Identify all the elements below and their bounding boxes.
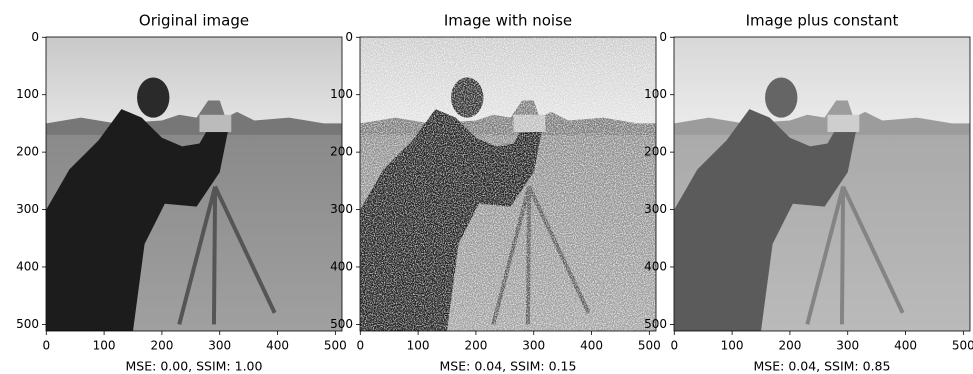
x-tick-label: 0 <box>42 339 50 353</box>
image <box>674 37 970 331</box>
x-tick-label: 100 <box>93 339 116 353</box>
x-tick-label: 300 <box>208 339 231 353</box>
figure: Original image MSE: 0.00, SSIM: 1.00 0 100 2… <box>0 0 973 374</box>
x-tick-label: 400 <box>266 339 289 353</box>
title: Original image <box>139 12 249 30</box>
y-tick-label: 500 <box>644 317 667 331</box>
x-axis-label: MSE: 0.04, SSIM: 0.15 <box>440 359 577 374</box>
x-tick-label: 300 <box>522 339 545 353</box>
y-tick-label: 100 <box>16 87 39 101</box>
y-tick-label: 200 <box>644 145 667 159</box>
y-tick-label: 0 <box>345 30 353 44</box>
y-tick-label: 400 <box>16 259 39 273</box>
x-tick-label: 400 <box>580 339 603 353</box>
y-tick-label: 100 <box>644 87 667 101</box>
x-axis-label: MSE: 0.00, SSIM: 1.00 <box>126 359 263 374</box>
image <box>360 37 656 331</box>
y-tick-label: 400 <box>644 259 667 273</box>
x-tick-label: 0 <box>670 339 678 353</box>
x-tick-label: 200 <box>778 339 801 353</box>
x-tick-label: 200 <box>464 339 487 353</box>
y-tick-label: 300 <box>16 202 39 216</box>
y-tick-label: 200 <box>330 145 353 159</box>
title: Image plus constant <box>746 12 899 30</box>
x-tick-label: 0 <box>356 339 364 353</box>
y-tick-label: 300 <box>644 202 667 216</box>
tripod-leg <box>214 187 215 325</box>
y-tick-label: 500 <box>16 317 39 331</box>
x-axis-label: MSE: 0.04, SSIM: 0.85 <box>754 359 891 374</box>
noise <box>360 37 656 331</box>
y-tick-label: 300 <box>330 202 353 216</box>
x-tick-label: 400 <box>894 339 917 353</box>
head <box>137 77 169 117</box>
y-tick-label: 400 <box>330 259 353 273</box>
brighten <box>674 37 970 331</box>
y-tick-label: 0 <box>31 30 39 44</box>
camera <box>199 115 231 132</box>
image <box>46 37 342 331</box>
x-tick-label: 500 <box>638 339 661 353</box>
x-tick-label: 500 <box>324 339 347 353</box>
x-tick-label: 200 <box>150 339 173 353</box>
title: Image with noise <box>444 12 572 30</box>
x-tick-label: 100 <box>721 339 744 353</box>
x-tick-label: 300 <box>836 339 859 353</box>
x-tick-label: 100 <box>407 339 430 353</box>
x-tick-label: 500 <box>952 339 973 353</box>
y-tick-label: 200 <box>16 145 39 159</box>
y-tick-label: 0 <box>659 30 667 44</box>
y-tick-label: 100 <box>330 87 353 101</box>
y-tick-label: 500 <box>330 317 353 331</box>
